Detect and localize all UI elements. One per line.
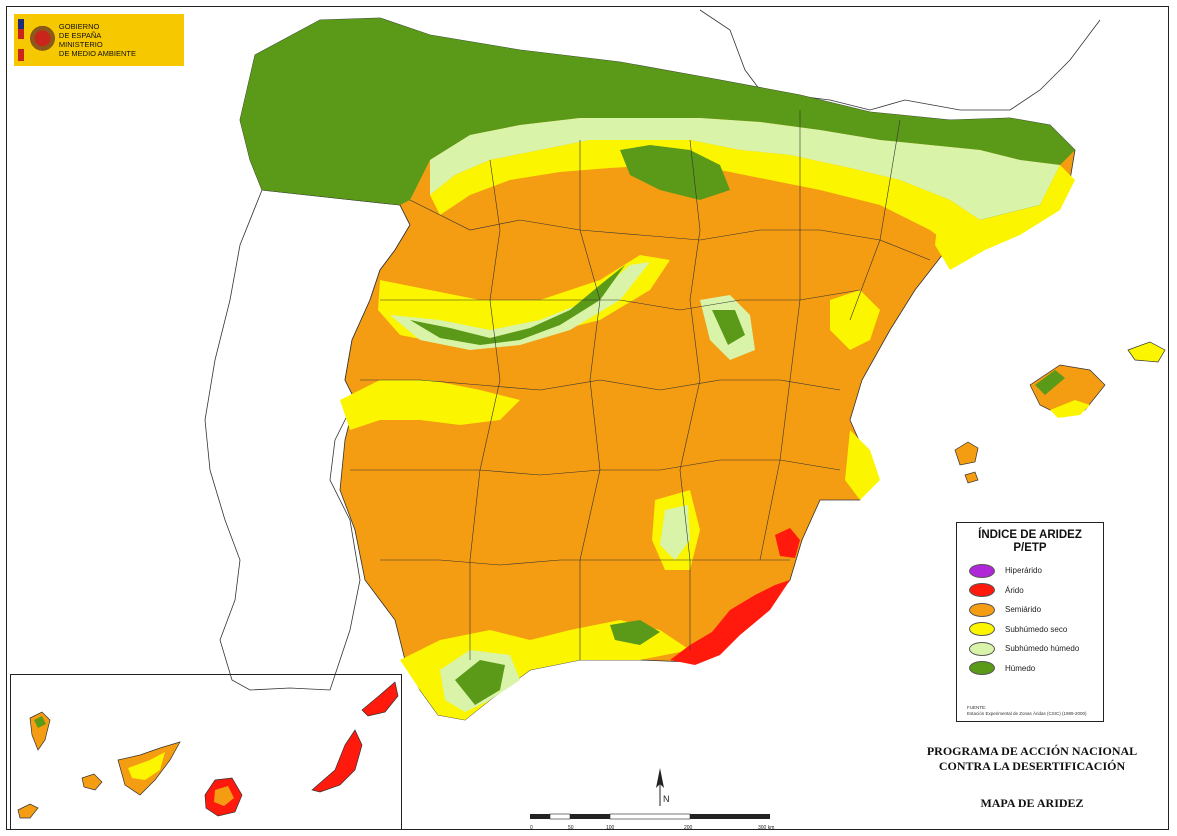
scale-tick-1: 50 xyxy=(568,825,574,831)
sistema-central-humedo xyxy=(390,262,650,350)
sierra-nevada-verde xyxy=(610,620,660,645)
legend-title-line-2: P/ETP xyxy=(1013,542,1047,554)
north-arrow-icon: N xyxy=(656,768,670,806)
sierra-humedo xyxy=(660,505,690,560)
province-boundaries xyxy=(350,110,931,660)
legend: ÍNDICE DE ARIDEZ P/ETP Hiperárido Árido Se… xyxy=(956,522,1104,722)
logo-line-4: DE MEDIO AMBIENTE xyxy=(58,49,137,58)
la-gomera xyxy=(81,773,103,791)
legend-label: Semiárido xyxy=(1005,605,1042,615)
logo-line-2: DE ESPAÑA xyxy=(58,31,102,40)
cantabria-mountain xyxy=(620,145,730,200)
legend-label: Hiperárido xyxy=(1005,566,1042,576)
logo-text: GOBIERNO DE ESPAÑA MINISTERIO DE MEDIO A… xyxy=(59,22,184,58)
legend-source-text: Estación Experimental de Zonas Áridas (C… xyxy=(967,711,1087,716)
legend-item: Húmedo xyxy=(969,659,1103,679)
legend-source: FUENTE: Estación Experimental de Zonas Á… xyxy=(967,705,1087,717)
subhumid-dry-north xyxy=(430,140,980,245)
iberico-verde xyxy=(712,310,745,345)
legend-swatch xyxy=(969,602,995,617)
north-label: N xyxy=(663,794,670,804)
humid-north xyxy=(240,18,1075,205)
andalucia-verde xyxy=(455,660,505,705)
lanzarote xyxy=(361,681,399,717)
legend-label: Árido xyxy=(1005,585,1024,595)
formentera xyxy=(964,471,979,484)
legend-label: Subhúmedo seco xyxy=(1005,624,1068,634)
sistema-central-verde xyxy=(410,265,625,345)
legend-label: Húmedo xyxy=(1005,663,1036,673)
legend-item: Hiperárido xyxy=(969,561,1103,581)
program-title-line-2: CONTRA LA DESERTIFICACIÓN xyxy=(938,759,1126,773)
logo-line-3: MINISTERIO xyxy=(58,40,103,49)
valencia-seco xyxy=(845,430,880,500)
legend-title: ÍNDICE DE ARIDEZ P/ETP xyxy=(957,529,1103,555)
legend-swatch xyxy=(969,622,995,637)
arid-murcia xyxy=(775,528,800,558)
logo-line-1: GOBIERNO xyxy=(58,22,100,31)
legend-swatch xyxy=(969,563,995,578)
subhumid-dry-east xyxy=(935,165,1075,270)
gran-canaria-centro xyxy=(214,786,234,806)
menorca xyxy=(1127,341,1166,363)
arid-southeast xyxy=(670,580,790,665)
legend-swatch xyxy=(969,583,995,598)
el-hierro xyxy=(17,803,39,819)
france-coast xyxy=(699,9,1101,111)
scale-tick-2: 100 xyxy=(606,825,615,831)
program-title-line-1: PROGRAMA DE ACCIÓN NACIONAL xyxy=(926,744,1138,758)
legend-item: Subhúmedo húmedo xyxy=(969,639,1103,659)
canary-islands-inset xyxy=(10,674,402,830)
legend-swatch xyxy=(969,641,995,656)
tenerife-seco xyxy=(128,752,165,780)
mallorca-seco xyxy=(1050,400,1090,418)
legend-item: Árido xyxy=(969,581,1103,601)
flag-icon xyxy=(18,19,24,61)
legend-item: Subhúmedo seco xyxy=(969,620,1103,640)
scale-tick-4: 300 km xyxy=(758,825,774,831)
legend-item: Semiárido xyxy=(969,600,1103,620)
ibiza xyxy=(954,441,979,466)
fuerteventura xyxy=(311,729,363,793)
legend-label: Subhúmedo húmedo xyxy=(1005,644,1080,654)
legend-source-label: FUENTE: xyxy=(967,705,987,710)
legend-items: Hiperárido Árido Semiárido Subhúmedo seco Su… xyxy=(957,561,1103,678)
mallorca-verde xyxy=(1035,370,1065,395)
map-title: MAPA DE ARIDEZ xyxy=(980,796,1084,810)
legend-swatch xyxy=(969,661,995,676)
scale-tick-3: 200 xyxy=(684,825,693,831)
program-title: PROGRAMA DE ACCIÓN NACIONAL CONTRA LA DE… xyxy=(912,744,1152,774)
subhumid-band-north xyxy=(430,118,1060,220)
government-logo: GOBIERNO DE ESPAÑA MINISTERIO DE MEDIO A… xyxy=(14,14,184,66)
east-coast-seco xyxy=(830,290,880,350)
coat-of-arms-icon xyxy=(29,23,55,57)
scale-bar: 0 50 100 200 300 km xyxy=(530,813,774,831)
scale-tick-0: 0 xyxy=(530,825,533,831)
legend-title-line-1: ÍNDICE DE ARIDEZ xyxy=(978,529,1082,541)
southwest-seco xyxy=(340,380,520,430)
la-palma-verde xyxy=(34,716,46,728)
